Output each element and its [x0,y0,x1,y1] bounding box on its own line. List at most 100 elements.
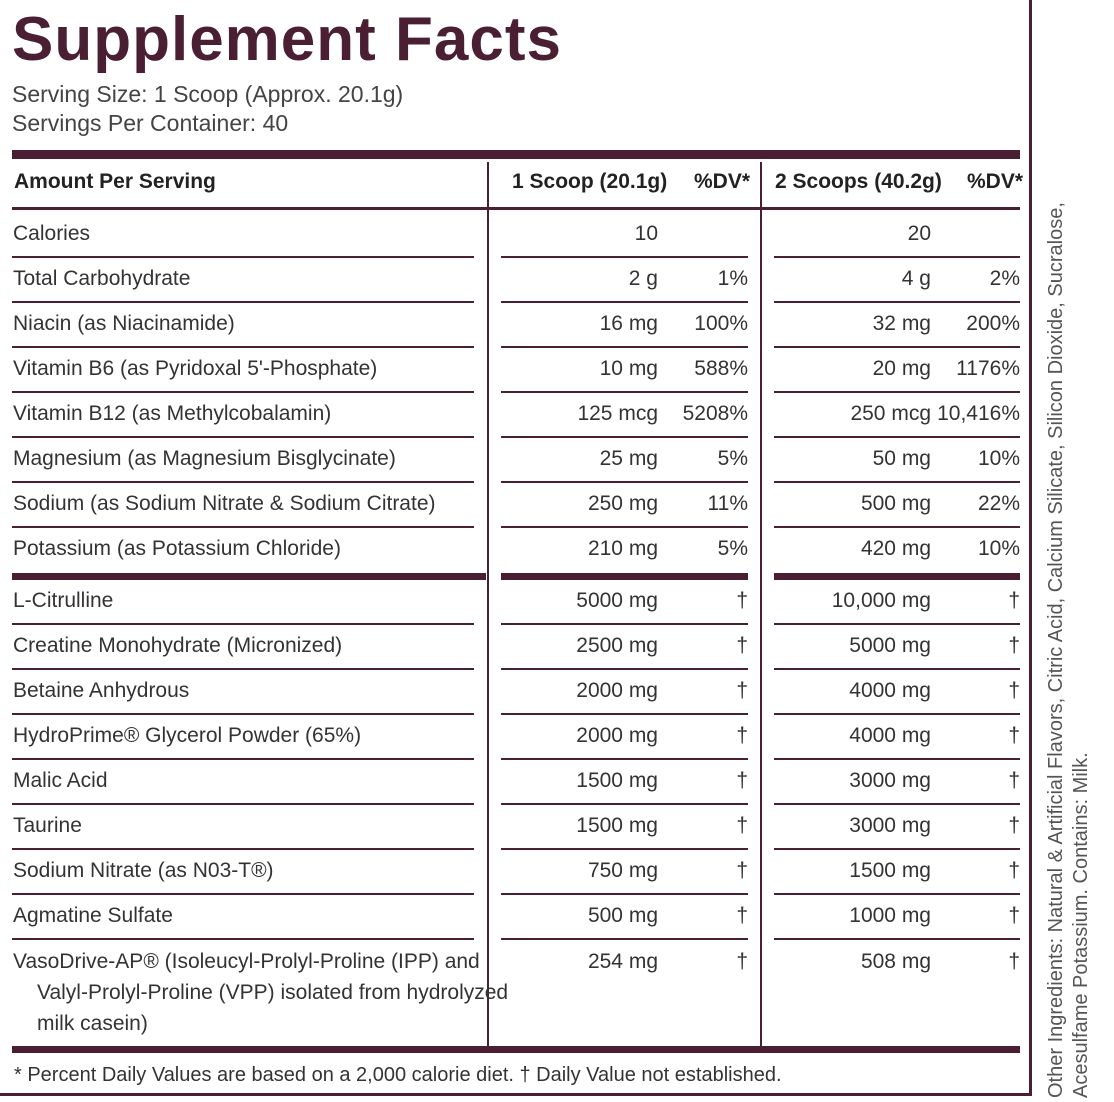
header-divider [12,207,1020,210]
amount-one-scoop: 1500 mg [576,814,658,837]
nutrient-name: Potassium (as Potassium Chloride) [13,537,341,560]
row-divider [12,301,474,303]
other-ingredients-line1: Other Ingredients: Natural & Artificial … [1045,202,1067,1098]
panel-title: Supplement Facts [12,5,562,74]
nutrient-name: Calories [13,222,91,245]
dv-one-scoop: 5% [717,537,748,560]
amount-two-scoops: 1000 mg [849,904,931,927]
amount-two-scoops: 20 mg [872,357,931,380]
nutrient-name: Sodium Nitrate (as N03-T®) [13,859,274,882]
dv-two-scoops: † [1008,679,1020,702]
row-divider [501,623,748,625]
dv-one-scoop: † [736,769,748,792]
nutrient-name: L-Citrulline [13,589,114,612]
vasodrive-line3: milk casein) [37,1012,148,1035]
amount-two-scoops: 250 mcg [850,402,931,425]
row-divider [12,623,474,625]
nutrient-name: Creatine Monohydrate (Micronized) [13,634,343,657]
row-divider [501,391,748,393]
dv-one-scoop: † [736,904,748,927]
other-ingredients: Other Ingredients: Natural & Artificial … [1044,98,1094,1098]
amount-one-scoop: 16 mg [599,312,658,335]
nutrient-name: Vitamin B6 (as Pyridoxal 5'-Phosphate) [13,357,378,380]
section-divider [774,573,1020,580]
row-divider [501,346,748,348]
row-divider [12,526,474,528]
table-row: HydroPrime® Glycerol Powder (65%) 2000 mg… [0,714,1030,759]
servings-per-container: Servings Per Container: 40 [12,110,289,136]
dv-one-scoop: † [736,679,748,702]
row-divider [12,436,474,438]
table-row: Total Carbohydrate 2 g 1% 4 g 2% [0,257,1030,302]
nutrient-name: Taurine [13,814,82,837]
serving-size: Serving Size: 1 Scoop (Approx. 20.1g) [12,81,404,107]
row-divider [774,758,1020,760]
amount-two-scoops: 420 mg [860,537,931,560]
nutrient-name: Magnesium (as Magnesium Bisglycinate) [13,447,396,470]
table-row: Agmatine Sulfate 500 mg † 1000 mg † [0,894,1030,939]
row-divider [774,713,1020,715]
table-row: Magnesium (as Magnesium Bisglycinate) 25 … [0,437,1030,482]
row-divider [774,938,1020,940]
dv-two-scoops: † [1008,814,1020,837]
header-dv2: %DV* [967,170,1024,193]
vasodrive-dv2: † [1008,950,1020,973]
row-divider [12,668,474,670]
column-divider-1 [487,162,489,1048]
nutrient-name: Vitamin B12 (as Methylcobalamin) [13,402,332,425]
nutrient-name: Sodium (as Sodium Nitrate & Sodium Citra… [13,492,436,515]
dv-two-scoops: † [1008,904,1020,927]
amount-two-scoops: 4000 mg [849,679,931,702]
amount-one-scoop: 2500 mg [576,634,658,657]
dv-one-scoop: 5208% [682,402,748,425]
dv-two-scoops: 10% [977,537,1020,560]
row-divider [501,893,748,895]
row-divider [774,893,1020,895]
vasodrive-dv1: † [736,950,748,973]
amount-one-scoop: 2000 mg [576,679,658,702]
row-divider [774,301,1020,303]
table-row: Creatine Monohydrate (Micronized) 2500 mg… [0,624,1030,669]
column-divider-2 [760,162,762,1048]
supplement-facts-panel: Supplement Facts Serving Size: 1 Scoop (… [0,0,1032,1096]
row-divider [774,848,1020,850]
dv-two-scoops: 10,416% [937,402,1020,425]
dv-two-scoops: 1176% [956,357,1020,380]
dv-two-scoops: 2% [989,267,1020,290]
amount-one-scoop: 10 [634,222,658,245]
dv-one-scoop: † [736,859,748,882]
amount-one-scoop: 500 mg [587,904,658,927]
dv-two-scoops: 10% [977,447,1020,470]
row-divider [12,481,474,483]
dv-two-scoops: † [1008,724,1020,747]
dv-one-scoop: † [736,589,748,612]
row-divider [12,803,474,805]
table-row: Malic Acid 1500 mg † 3000 mg † [0,759,1030,804]
amount-two-scoops: 32 mg [872,312,931,335]
amount-one-scoop: 125 mcg [577,402,658,425]
row-divider [501,301,748,303]
row-divider [774,256,1020,258]
row-divider [12,256,474,258]
row-divider [501,668,748,670]
vasodrive-line2: Valyl-Prolyl-Proline (VPP) isolated from… [37,981,509,1004]
dv-one-scoop: 588% [694,357,748,380]
table-row: Potassium (as Potassium Chloride) 210 mg 5… [0,527,1030,572]
nutrient-name: Malic Acid [13,769,108,792]
dv-two-scoops: 200% [966,312,1020,335]
amount-two-scoops: 3000 mg [849,814,931,837]
row-divider [501,436,748,438]
nutrient-name: Agmatine Sulfate [13,904,173,927]
header-dv1: %DV* [694,170,751,193]
row-divider [12,391,474,393]
row-divider [501,256,748,258]
section-divider [501,573,748,580]
row-divider [501,803,748,805]
amount-one-scoop: 10 mg [599,357,658,380]
dv-two-scoops: † [1008,634,1020,657]
table-row: Vitamin B12 (as Methylcobalamin) 125 mcg 5… [0,392,1030,437]
amount-two-scoops: 1500 mg [849,859,931,882]
row-divider [12,346,474,348]
row-divider [774,436,1020,438]
amount-one-scoop: 750 mg [587,859,658,882]
